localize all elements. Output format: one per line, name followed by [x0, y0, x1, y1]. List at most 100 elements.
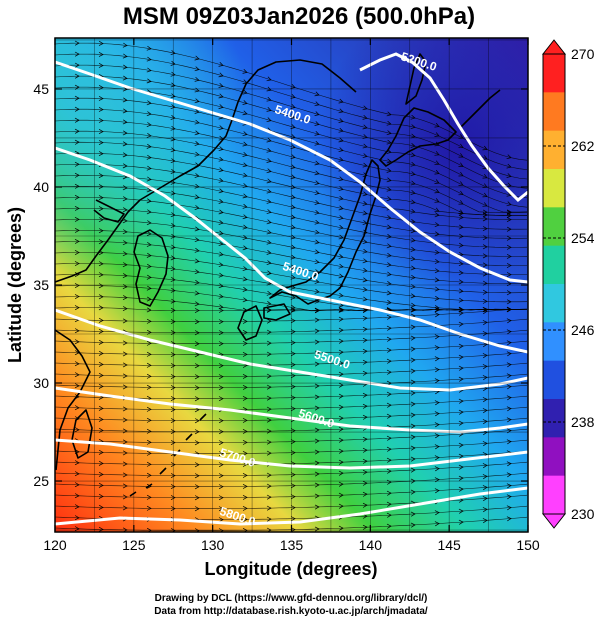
streamline-arrow [482, 202, 488, 207]
streamline-arrow [314, 394, 320, 400]
streamline-arrow [74, 62, 80, 68]
colorbar-segment [543, 169, 565, 208]
streamline-arrow [170, 307, 176, 313]
streamline-arrow [506, 494, 512, 500]
streamline-arrow [410, 152, 416, 158]
streamline-arrow [338, 503, 344, 509]
streamline-arrow [314, 209, 320, 215]
streamline-arrow [506, 290, 512, 296]
streamline-arrow [74, 460, 80, 466]
streamline-arrow [290, 362, 296, 368]
streamline-arrow [194, 205, 200, 211]
streamline-arrow [482, 155, 488, 160]
streamline-arrow [290, 184, 296, 190]
streamline-arrow [482, 375, 488, 381]
streamline-arrow [362, 114, 368, 120]
streamline-arrow [74, 405, 80, 411]
streamline-arrow [266, 516, 272, 522]
streamline-arrow [122, 295, 128, 301]
streamline-arrow [314, 259, 320, 265]
streamline-arrow [506, 395, 512, 401]
streamline-arrow [338, 127, 344, 133]
streamline-arrow [146, 56, 152, 62]
streamline-arrow [218, 156, 224, 162]
streamline-arrow [458, 297, 464, 303]
streamline-arrow [506, 272, 512, 278]
streamline-arrow [146, 450, 152, 456]
streamline-arrow [290, 494, 296, 500]
streamline-arrow [482, 226, 488, 232]
streamline-arrow [146, 209, 152, 215]
streamline-arrow [74, 283, 80, 289]
streamline-arrow [98, 217, 104, 223]
streamline-arrow [290, 104, 296, 109]
streamline-arrow [290, 154, 296, 160]
streamline-arrow [74, 261, 80, 267]
streamline-arrow [338, 404, 344, 410]
streamline-arrow [242, 450, 248, 456]
streamline-arrow [170, 277, 176, 282]
streamline-arrow [458, 181, 464, 186]
streamline-arrow [290, 450, 296, 456]
streamline-arrow [458, 242, 464, 248]
streamline-arrow [170, 71, 176, 77]
streamline-arrow [386, 130, 392, 136]
streamline-arrow [146, 417, 152, 423]
streamline-arrow [338, 224, 344, 230]
streamline-arrow [194, 407, 200, 413]
streamline-arrow [122, 163, 128, 169]
streamline-arrow [314, 308, 320, 314]
streamline-arrow [146, 165, 152, 171]
streamline-arrow [266, 340, 272, 346]
streamline-arrow [122, 53, 128, 59]
streamline-arrow [506, 384, 512, 390]
streamline-arrow [458, 162, 464, 167]
streamline-arrow [98, 173, 104, 179]
coast-kuril [459, 89, 501, 129]
x-tick-label: 145 [437, 537, 461, 553]
streamline-arrow [74, 227, 80, 233]
streamline-arrow [146, 252, 152, 258]
streamline-arrow [290, 244, 296, 250]
streamline-arrow [458, 365, 464, 371]
streamline-arrow [98, 95, 104, 101]
streamline-arrow [146, 231, 152, 237]
streamline-arrow [242, 373, 248, 379]
streamline-arrow [218, 241, 224, 246]
streamline-arrow [362, 191, 368, 197]
streamline-arrow [170, 363, 176, 369]
streamline-arrow [458, 310, 464, 316]
streamline-arrow [410, 265, 416, 271]
streamline-arrow [266, 270, 272, 276]
streamline-arrow [482, 271, 488, 277]
streamline-arrow [194, 194, 200, 200]
streamline-arrow [74, 361, 80, 367]
streamline-arrow [242, 340, 248, 346]
streamline-arrow [122, 174, 128, 180]
streamline-arrow [410, 237, 416, 243]
y-tick-label: 25 [33, 473, 49, 489]
streamline-arrow [314, 239, 320, 245]
streamline-arrow [242, 214, 248, 220]
streamline-arrow [314, 339, 320, 345]
streamline-arrow [74, 238, 80, 244]
streamline-arrow [242, 505, 248, 511]
streamline-arrow [170, 82, 176, 88]
streamline-arrow [74, 493, 80, 499]
streamline-arrow [170, 528, 176, 532]
streamline-arrow [242, 224, 248, 230]
streamline-arrow [266, 301, 272, 306]
streamline-arrow [338, 98, 344, 104]
streamline-arrow [458, 153, 464, 158]
streamline-arrow [458, 261, 464, 267]
streamline-arrow [122, 384, 128, 390]
streamline-arrow [74, 40, 80, 46]
streamline-arrow [98, 62, 104, 68]
streamline-arrow [386, 413, 392, 419]
colorbar-segment [543, 92, 565, 132]
streamline-arrow [482, 262, 488, 268]
streamline-arrow [266, 239, 272, 245]
streamline-arrow [146, 318, 152, 324]
streamline-arrow [170, 169, 176, 174]
streamline-arrow [242, 472, 248, 478]
